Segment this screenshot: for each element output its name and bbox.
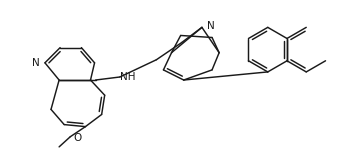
Text: O: O <box>73 133 82 143</box>
Text: N: N <box>207 21 215 31</box>
Text: N: N <box>32 58 40 68</box>
Text: NH: NH <box>120 72 135 82</box>
